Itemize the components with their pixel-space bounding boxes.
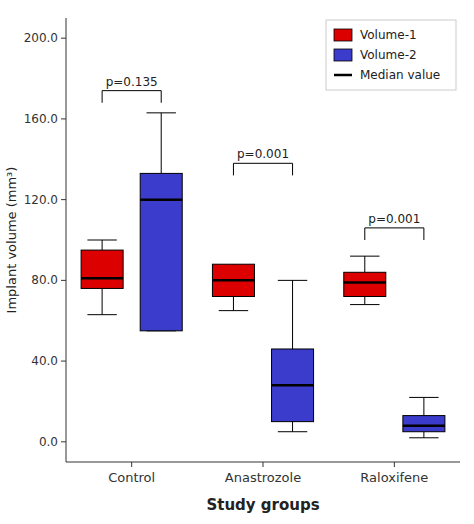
p-bracket	[102, 91, 161, 103]
lower-whisker	[364, 297, 365, 305]
legend-swatch	[334, 49, 352, 61]
box	[140, 113, 182, 331]
upper-cap	[278, 280, 307, 281]
chart: 0.0 40.0 80.0 120.0 160.0 200.0 Control Anastro…	[0, 0, 474, 524]
upper-whisker	[102, 240, 103, 250]
upper-whisker	[423, 397, 424, 415]
median-line	[140, 198, 182, 201]
p-bracket	[365, 228, 424, 240]
y-tick	[61, 280, 66, 281]
legend-swatch	[334, 29, 352, 41]
y-tick-label: 80.0	[31, 273, 58, 287]
lower-whisker	[102, 288, 103, 314]
plot-area	[81, 113, 445, 438]
box-body	[344, 272, 386, 296]
y-tick-label: 0.0	[39, 435, 58, 449]
legend-swatch	[334, 74, 352, 77]
x-tick	[394, 462, 395, 467]
y-tick-label: 120.0	[24, 193, 58, 207]
legend-label: Volume-2	[360, 48, 417, 62]
y-tick	[61, 199, 66, 200]
y-tick	[61, 38, 66, 39]
upper-whisker	[161, 113, 162, 174]
legend-label: Median value	[360, 68, 440, 82]
y-axis-label: Implant volume (mm³)	[4, 167, 19, 314]
lower-cap	[409, 437, 438, 438]
upper-whisker	[292, 280, 293, 349]
median-line	[403, 424, 445, 427]
lower-cap	[350, 304, 379, 305]
upper-cap	[409, 397, 438, 398]
box	[344, 256, 386, 304]
box	[272, 280, 314, 431]
box-body	[81, 250, 123, 288]
y-tick-label: 160.0	[24, 112, 58, 126]
lower-cap	[219, 310, 248, 311]
box	[212, 264, 254, 310]
p-value-label: p=0.001	[237, 147, 289, 161]
lower-cap	[87, 314, 116, 315]
box-body	[272, 349, 314, 422]
box	[81, 240, 123, 315]
annotations: p=0.135 p=0.001 p=0.001	[102, 75, 424, 240]
box	[403, 397, 445, 437]
x-tick-label: Control	[108, 470, 155, 485]
legend-label: Volume-1	[360, 28, 417, 42]
upper-cap	[350, 256, 379, 257]
upper-whisker	[364, 256, 365, 272]
lower-whisker	[423, 432, 424, 438]
y-tick-label: 200.0	[24, 31, 58, 45]
upper-cap	[147, 112, 176, 113]
y-tick	[61, 441, 66, 442]
x-tick	[131, 462, 132, 467]
median-line	[344, 281, 386, 284]
y-tick	[61, 361, 66, 362]
median-line	[272, 384, 314, 387]
p-value-label: p=0.001	[368, 212, 420, 226]
x-tick-label: Anastrozole	[225, 470, 301, 485]
y-tick-label: 40.0	[31, 354, 58, 368]
x-tick	[263, 462, 264, 467]
upper-cap	[87, 240, 116, 241]
legend: Volume-1 Volume-2 Median value	[326, 20, 456, 90]
box-body	[140, 173, 182, 330]
axes: 0.0 40.0 80.0 120.0 160.0 200.0 Control Anastro…	[24, 18, 460, 485]
x-tick-label: Raloxifene	[360, 470, 428, 485]
box-body	[403, 416, 445, 432]
lower-whisker	[292, 422, 293, 432]
median-line	[212, 279, 254, 282]
box-body	[212, 264, 254, 296]
y-tick	[61, 118, 66, 119]
lower-cap	[278, 431, 307, 432]
p-bracket	[233, 163, 292, 175]
median-line	[81, 277, 123, 280]
lower-whisker	[233, 297, 234, 311]
y-axis-line	[66, 18, 67, 462]
x-axis-label: Study groups	[206, 496, 319, 514]
p-value-label: p=0.135	[106, 75, 158, 89]
legend-frame	[326, 20, 456, 90]
